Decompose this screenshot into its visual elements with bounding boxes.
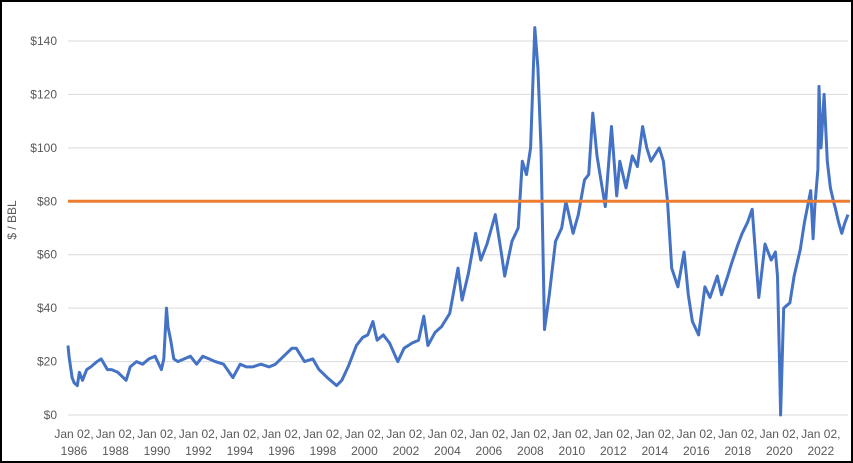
- x-tick-prefix: Jan 02,: [428, 427, 467, 441]
- x-tick-label: Jan 02, 1994: [220, 427, 259, 458]
- y-tick-label: $40: [37, 301, 57, 315]
- x-tick-prefix: Jan 02,: [552, 427, 591, 441]
- x-tick-label: Jan 02, 2018: [718, 427, 757, 458]
- x-tick-year: 2002: [393, 444, 420, 458]
- x-tick-year: 2000: [351, 444, 378, 458]
- x-tick-year: 2004: [434, 444, 461, 458]
- x-tick-label: Jan 02, 2006: [469, 427, 508, 458]
- x-tick-label: Jan 02, 1986: [54, 427, 93, 458]
- x-tick-prefix: Jan 02,: [386, 427, 425, 441]
- x-tick-prefix: Jan 02,: [469, 427, 508, 441]
- x-tick-prefix: Jan 02,: [801, 427, 840, 441]
- x-tick-prefix: Jan 02,: [635, 427, 674, 441]
- x-tick-label: Jan 02, 2012: [594, 427, 633, 458]
- y-tick-label: $100: [30, 141, 57, 155]
- x-tick-label: Jan 02, 2016: [677, 427, 716, 458]
- y-tick-label: $120: [30, 87, 57, 101]
- y-axis-ticks: $0 $20 $40 $60 $80 $100 $120 $140: [30, 34, 57, 422]
- x-tick-label: Jan 02, 1992: [179, 427, 218, 458]
- x-tick-prefix: Jan 02,: [220, 427, 259, 441]
- x-tick-year: 1990: [144, 444, 171, 458]
- x-tick-prefix: Jan 02,: [718, 427, 757, 441]
- x-tick-label: Jan 02, 2020: [760, 427, 799, 458]
- x-tick-label: Jan 02, 2004: [428, 427, 467, 458]
- x-tick-prefix: Jan 02,: [54, 427, 93, 441]
- x-tick-year: 2018: [724, 444, 751, 458]
- x-tick-year: 2010: [559, 444, 586, 458]
- price-series-line: [66, 26, 850, 417]
- x-tick-prefix: Jan 02,: [303, 427, 342, 441]
- x-tick-year: 2006: [476, 444, 503, 458]
- x-tick-label: Jan 02, 2014: [635, 427, 674, 458]
- x-tick-year: 2008: [517, 444, 544, 458]
- x-tick-label: Jan 02, 2010: [552, 427, 591, 458]
- x-tick-prefix: Jan 02,: [262, 427, 301, 441]
- x-tick-year: 1986: [61, 444, 88, 458]
- x-tick-prefix: Jan 02,: [760, 427, 799, 441]
- x-tick-label: Jan 02, 2008: [511, 427, 550, 458]
- x-tick-year: 2014: [641, 444, 668, 458]
- x-tick-label: Jan 02, 2000: [345, 427, 384, 458]
- x-tick-year: 2016: [683, 444, 710, 458]
- x-tick-year: 1996: [268, 444, 295, 458]
- x-tick-year: 1994: [227, 444, 254, 458]
- y-tick-label: $140: [30, 34, 57, 48]
- x-tick-label: Jan 02, 2002: [386, 427, 425, 458]
- x-tick-prefix: Jan 02,: [594, 427, 633, 441]
- y-axis-label: $ / BBL: [5, 200, 19, 240]
- x-tick-prefix: Jan 02,: [345, 427, 384, 441]
- x-tick-year: 1998: [310, 444, 337, 458]
- x-tick-label: Jan 02, 1990: [137, 427, 176, 458]
- x-tick-year: 2020: [766, 444, 793, 458]
- x-tick-prefix: Jan 02,: [677, 427, 716, 441]
- x-tick-year: 1992: [185, 444, 212, 458]
- x-tick-prefix: Jan 02,: [179, 427, 218, 441]
- x-tick-prefix: Jan 02,: [137, 427, 176, 441]
- x-tick-label: Jan 02, 1996: [262, 427, 301, 458]
- x-tick-year: 2022: [807, 444, 834, 458]
- y-tick-label: $20: [37, 355, 57, 369]
- y-tick-label: $0: [44, 408, 58, 422]
- y-tick-label: $60: [37, 248, 57, 262]
- x-tick-year: 2012: [600, 444, 627, 458]
- x-tick-label: Jan 02, 1988: [96, 427, 135, 458]
- y-tick-label: $80: [37, 194, 57, 208]
- x-tick-label: Jan 02, 2022: [801, 427, 840, 458]
- x-tick-prefix: Jan 02,: [96, 427, 135, 441]
- x-tick-prefix: Jan 02,: [511, 427, 550, 441]
- x-tick-year: 1988: [102, 444, 129, 458]
- x-tick-label: Jan 02, 1998: [303, 427, 342, 458]
